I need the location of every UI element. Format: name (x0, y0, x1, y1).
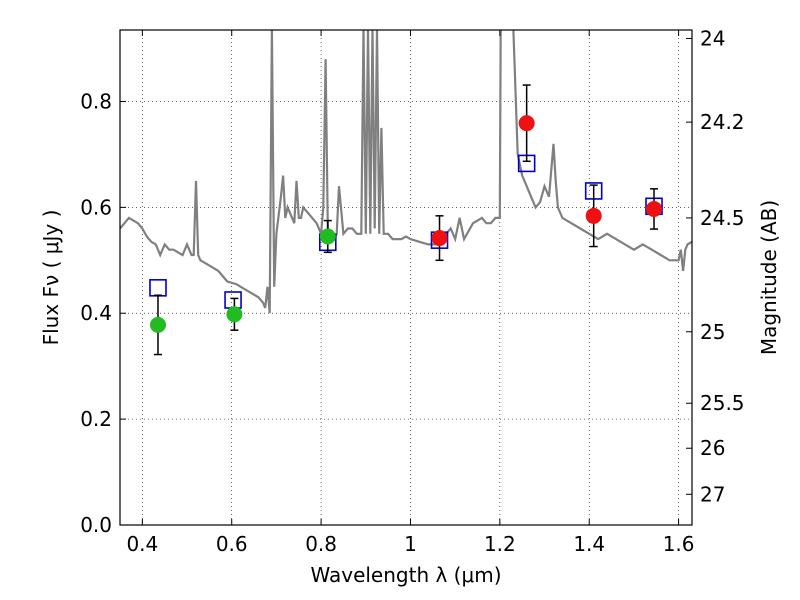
plot-frame (119, 29, 693, 526)
model-photometry-square (224, 291, 242, 309)
y2-tick-label: 26 (700, 436, 725, 460)
x-tick-label: 0.8 (305, 532, 337, 556)
y-axis-ticks: 0.0 0.2 0.4 0.6 0.8 (80, 89, 126, 537)
grid (120, 30, 692, 526)
y-tick-label: 0.0 (80, 513, 112, 537)
model-photometry-square (149, 279, 167, 297)
x-axis-label: Wavelength λ (μm) (310, 563, 501, 587)
model-spectrum-line (120, 30, 692, 314)
observed-green-point (149, 316, 166, 333)
y2-axis-ticks: 24 24.2 24.5 25 25.5 26 27 (686, 26, 745, 506)
x-axis-ticks: 0.4 0.6 0.8 1 1.2 1.4 1.6 (126, 30, 695, 556)
x-tick-label: 0.6 (216, 532, 248, 556)
observed-red-point (646, 200, 663, 217)
y2-tick-label: 24 (700, 26, 725, 50)
observed-red-point (518, 115, 535, 132)
y-tick-label: 0.4 (80, 301, 112, 325)
y2-tick-label: 27 (700, 482, 725, 506)
y-tick-label: 0.8 (80, 89, 112, 113)
x-tick-label: 1.2 (484, 532, 516, 556)
x-tick-label: 0.4 (126, 532, 158, 556)
x-tick-label: 1 (404, 532, 417, 556)
y2-tick-label: 25 (700, 320, 725, 344)
y-tick-label: 0.6 (80, 195, 112, 219)
x-tick-label: 1.6 (663, 532, 695, 556)
y2-tick-label: 25.5 (700, 391, 745, 415)
observed-green-point (319, 228, 336, 245)
y-tick-label: 0.2 (80, 407, 112, 431)
y2-tick-label: 24.2 (700, 110, 745, 134)
observed-green-point (226, 306, 243, 323)
x-tick-label: 1.4 (573, 532, 605, 556)
y2-tick-label: 24.5 (700, 206, 745, 230)
observed-red-point (585, 207, 602, 224)
photometry-layer (149, 84, 663, 356)
y2-axis-label: Magnitude (AB) (757, 200, 781, 355)
y-axis-label: Flux Fν ( μJy ) (39, 210, 63, 346)
model-spectrum-layer (120, 30, 692, 314)
observed-red-point (431, 230, 448, 247)
